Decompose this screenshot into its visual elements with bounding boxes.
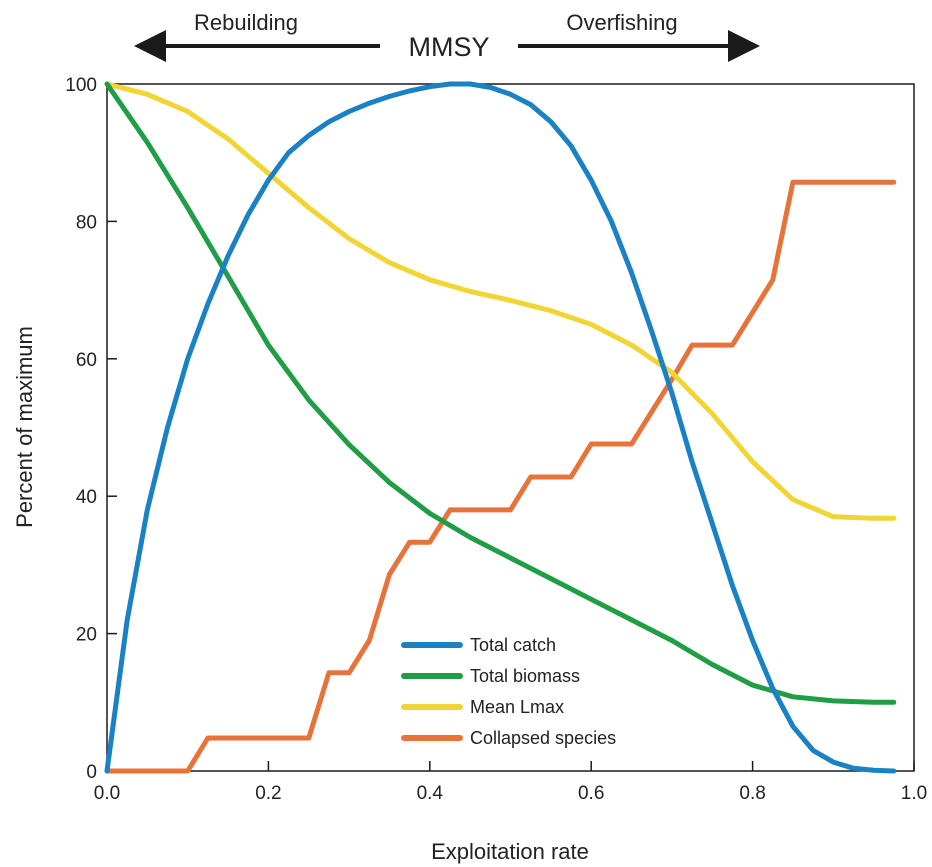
series-line-total-biomass [104, 81, 897, 705]
x-tick-label: 0.0 [94, 783, 120, 804]
y-tick-label: 20 [76, 625, 97, 646]
rebuilding-label: Rebuilding [194, 10, 298, 35]
legend-label: Collapsed species [470, 728, 616, 748]
x-tick-label: 1.0 [901, 783, 927, 804]
legend: Total catch Total biomass Mean Lmax Collaps… [401, 635, 616, 748]
y-axis-title: Percent of maximum [12, 326, 37, 528]
series-line-total-catch [104, 81, 897, 774]
legend-label: Total biomass [470, 666, 580, 686]
y-tick-label: 60 [76, 350, 97, 371]
y-tick-label: 40 [76, 487, 97, 508]
x-tick-label: 0.2 [255, 783, 281, 804]
series-line-mean-lmax [104, 81, 897, 521]
overfishing-label: Overfishing [566, 10, 677, 35]
legend-label: Mean Lmax [470, 697, 564, 717]
legend-label: Total catch [470, 635, 556, 655]
axis-ticks: 0.0 0.2 0.4 0.6 0.8 1.0 0 20 40 60 80 100 [65, 75, 927, 804]
x-axis-title: Exploitation rate [431, 839, 589, 864]
y-tick-label: 80 [76, 212, 97, 233]
plot-area [106, 83, 915, 772]
chart-title: MMSY [409, 32, 490, 62]
x-tick-label: 0.6 [578, 783, 604, 804]
series-lines [104, 81, 897, 774]
y-tick-label: 100 [65, 75, 97, 96]
x-tick-label: 0.8 [739, 783, 765, 804]
x-tick-label: 0.4 [417, 783, 444, 804]
y-tick-label: 0 [86, 762, 97, 783]
series-line-collapsed-species [104, 179, 897, 774]
